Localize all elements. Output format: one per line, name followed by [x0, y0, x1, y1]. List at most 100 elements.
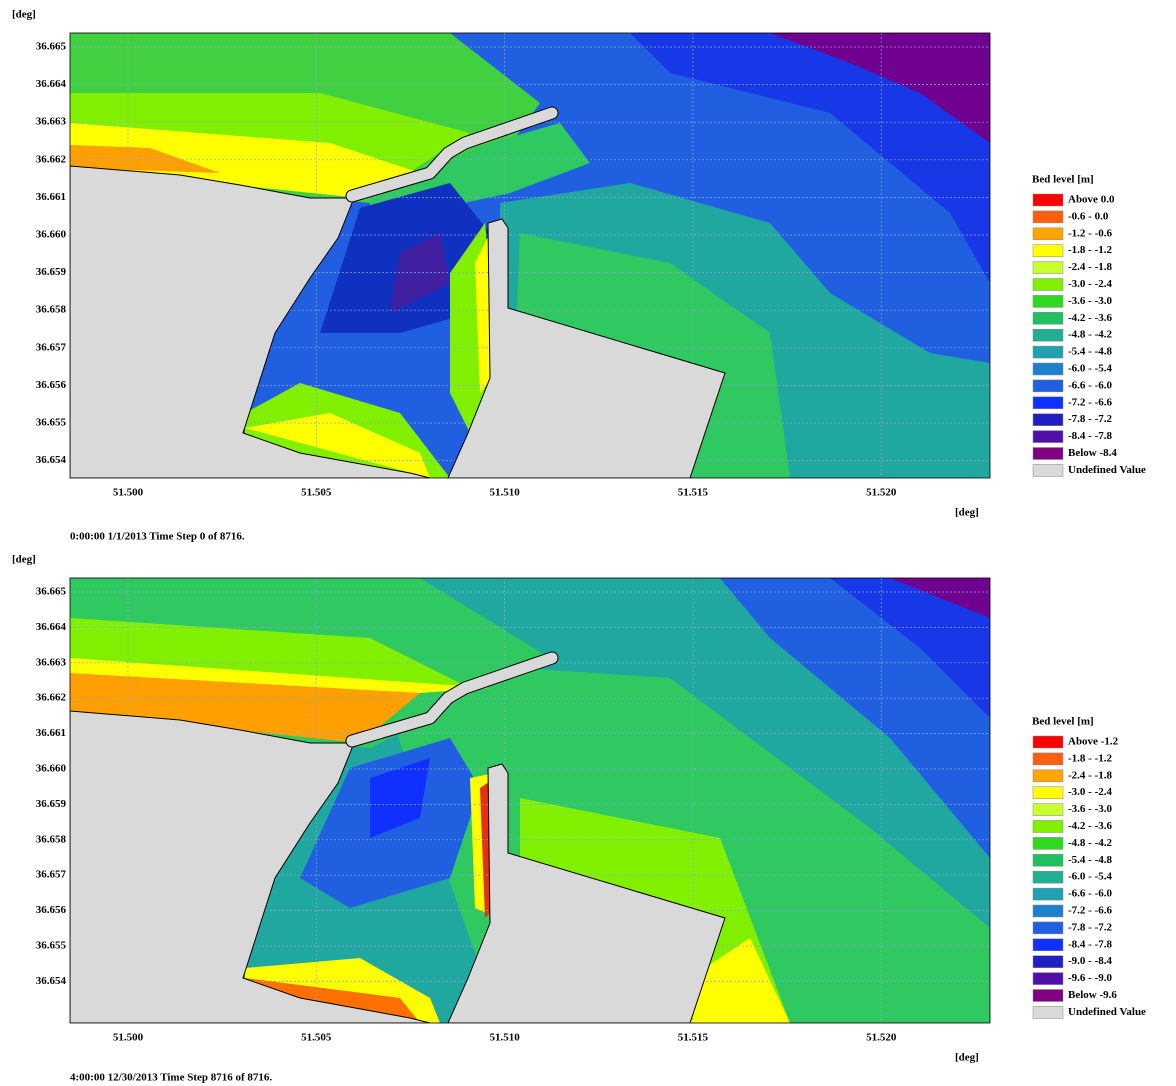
- legend-label: -5.4 - -4.8: [1068, 854, 1112, 866]
- legend-label: -6.6 - -6.0: [1068, 379, 1112, 391]
- legend-swatch: [1033, 956, 1063, 968]
- legend-swatch: [1033, 736, 1063, 748]
- y-tick-label: 36.662: [36, 692, 67, 704]
- y-tick-label: 36.656: [36, 379, 67, 391]
- screen: [deg] [deg] 36.665 36.664 36.663 36.662 36.661…: [0, 0, 1176, 1086]
- legend-label: Below -9.6: [1068, 989, 1117, 1001]
- bed-level-map: [70, 33, 990, 478]
- legend-swatch: [1033, 837, 1063, 849]
- legend-swatch: [1033, 448, 1063, 460]
- y-axis-unit: [deg]: [12, 9, 36, 21]
- legend-swatch: [1033, 753, 1063, 765]
- legend-label: -3.6 - -3.0: [1068, 803, 1112, 815]
- legend-swatch: [1033, 262, 1063, 274]
- legend-swatch: [1033, 228, 1063, 240]
- x-tick-label: 51.515: [678, 1032, 709, 1044]
- y-tick-label: 36.654: [36, 975, 67, 987]
- y-tick-label: 36.663: [36, 656, 67, 668]
- x-axis-unit: [deg]: [955, 1052, 979, 1064]
- legend-swatch: [1033, 990, 1063, 1002]
- y-tick-label: 36.660: [36, 763, 67, 775]
- legend-swatch: [1033, 922, 1063, 934]
- x-tick-label: 51.505: [301, 487, 332, 499]
- legend-label: -7.8 - -7.2: [1068, 921, 1112, 933]
- legend-label: Above -1.2: [1068, 736, 1119, 748]
- y-tick-label: 36.662: [36, 153, 67, 165]
- legend-label: -5.4 - -4.8: [1068, 346, 1112, 358]
- legend-swatch: [1033, 854, 1063, 866]
- legend-label: -3.6 - -3.0: [1068, 295, 1112, 307]
- legend-label: -6.6 - -6.0: [1068, 888, 1112, 900]
- x-tick-label: 51.520: [866, 487, 897, 499]
- x-tick-label: 51.510: [489, 487, 520, 499]
- legend-swatch: [1033, 312, 1063, 324]
- legend-title: Bed level [m]: [1032, 174, 1094, 186]
- legend-swatch: [1033, 821, 1063, 833]
- x-tick-label: 51.500: [113, 487, 144, 499]
- legend-swatch: [1033, 973, 1063, 985]
- x-tick-label: 51.515: [678, 487, 709, 499]
- y-axis-unit: [deg]: [12, 554, 36, 566]
- legend-swatch: [1033, 279, 1063, 291]
- legend-swatch: [1033, 363, 1063, 375]
- legend-label: -2.4 - -1.8: [1068, 769, 1112, 781]
- legend-label: -7.2 - -6.6: [1068, 396, 1112, 408]
- legend-label: -4.2 - -3.6: [1068, 820, 1112, 832]
- y-tick-label: 36.659: [36, 798, 67, 810]
- y-tick-label: 36.655: [36, 940, 67, 952]
- y-tick-label: 36.661: [36, 727, 66, 739]
- y-tick-label: 36.655: [36, 417, 67, 429]
- y-tick-label: 36.657: [36, 869, 67, 881]
- legend-title: Bed level [m]: [1032, 716, 1094, 728]
- legend-label: -2.4 - -1.8: [1068, 261, 1112, 273]
- legend-label: -3.0 - -2.4: [1068, 278, 1112, 290]
- x-tick-label: 51.500: [113, 1032, 144, 1044]
- legend-label: -4.8 - -4.2: [1068, 837, 1112, 849]
- x-tick-label: 51.510: [489, 1032, 520, 1044]
- x-tick-label: 51.520: [866, 1032, 897, 1044]
- legend-swatch: [1033, 787, 1063, 799]
- legend-swatch: [1033, 245, 1063, 257]
- x-axis-unit: [deg]: [955, 507, 979, 519]
- legend-swatch: [1033, 888, 1063, 900]
- legend-swatch: [1033, 414, 1063, 426]
- legend-swatch: [1033, 295, 1063, 307]
- legend-swatch: [1033, 431, 1063, 443]
- legend-label: -7.2 - -6.6: [1068, 905, 1112, 917]
- caption: 4:00:00 12/30/2013 Time Step 8716 of 871…: [70, 1072, 272, 1084]
- legend-label: Above 0.0: [1068, 194, 1115, 206]
- y-tick-label: 36.657: [36, 341, 67, 353]
- legend-label: -8.4 - -7.8: [1068, 430, 1112, 442]
- legend-swatch: [1033, 329, 1063, 341]
- legend-label: -6.0 - -5.4: [1068, 871, 1112, 883]
- caption: 0:00:00 1/1/2013 Time Step 0 of 8716.: [70, 531, 245, 543]
- legend-swatch: [1033, 1006, 1063, 1018]
- legend-swatch: [1033, 211, 1063, 223]
- bed-level-map: [70, 578, 990, 1023]
- y-tick-label: 36.659: [36, 266, 67, 278]
- y-tick-label: 36.665: [36, 41, 67, 53]
- legend-label: -0.6 - 0.0: [1068, 210, 1109, 222]
- legend-swatch: [1033, 939, 1063, 951]
- y-tick-label: 36.658: [36, 833, 67, 845]
- legend-label: -1.8 - -1.2: [1068, 752, 1112, 764]
- legend-label: -9.6 - -9.0: [1068, 972, 1112, 984]
- legend-swatch: [1033, 346, 1063, 358]
- y-tick-label: 36.660: [36, 229, 67, 241]
- legend-swatch: [1033, 905, 1063, 917]
- legend-swatch: [1033, 804, 1063, 816]
- legend-label: Below -8.4: [1068, 447, 1117, 459]
- legend-swatch: [1033, 397, 1063, 409]
- y-tick-label: 36.663: [36, 116, 67, 128]
- x-tick-label: 51.505: [301, 1032, 332, 1044]
- legend-label: -3.0 - -2.4: [1068, 786, 1112, 798]
- legend-swatch: [1033, 464, 1063, 476]
- legend-label: -1.8 - -1.2: [1068, 244, 1112, 256]
- legend-swatch: [1033, 770, 1063, 782]
- legend-label: -7.8 - -7.2: [1068, 413, 1112, 425]
- legend-swatch: [1033, 380, 1063, 392]
- legend-swatch: [1033, 871, 1063, 883]
- y-tick-label: 36.664: [36, 621, 67, 633]
- legend-label: -9.0 - -8.4: [1068, 955, 1112, 967]
- legend-label: -6.0 - -5.4: [1068, 363, 1112, 375]
